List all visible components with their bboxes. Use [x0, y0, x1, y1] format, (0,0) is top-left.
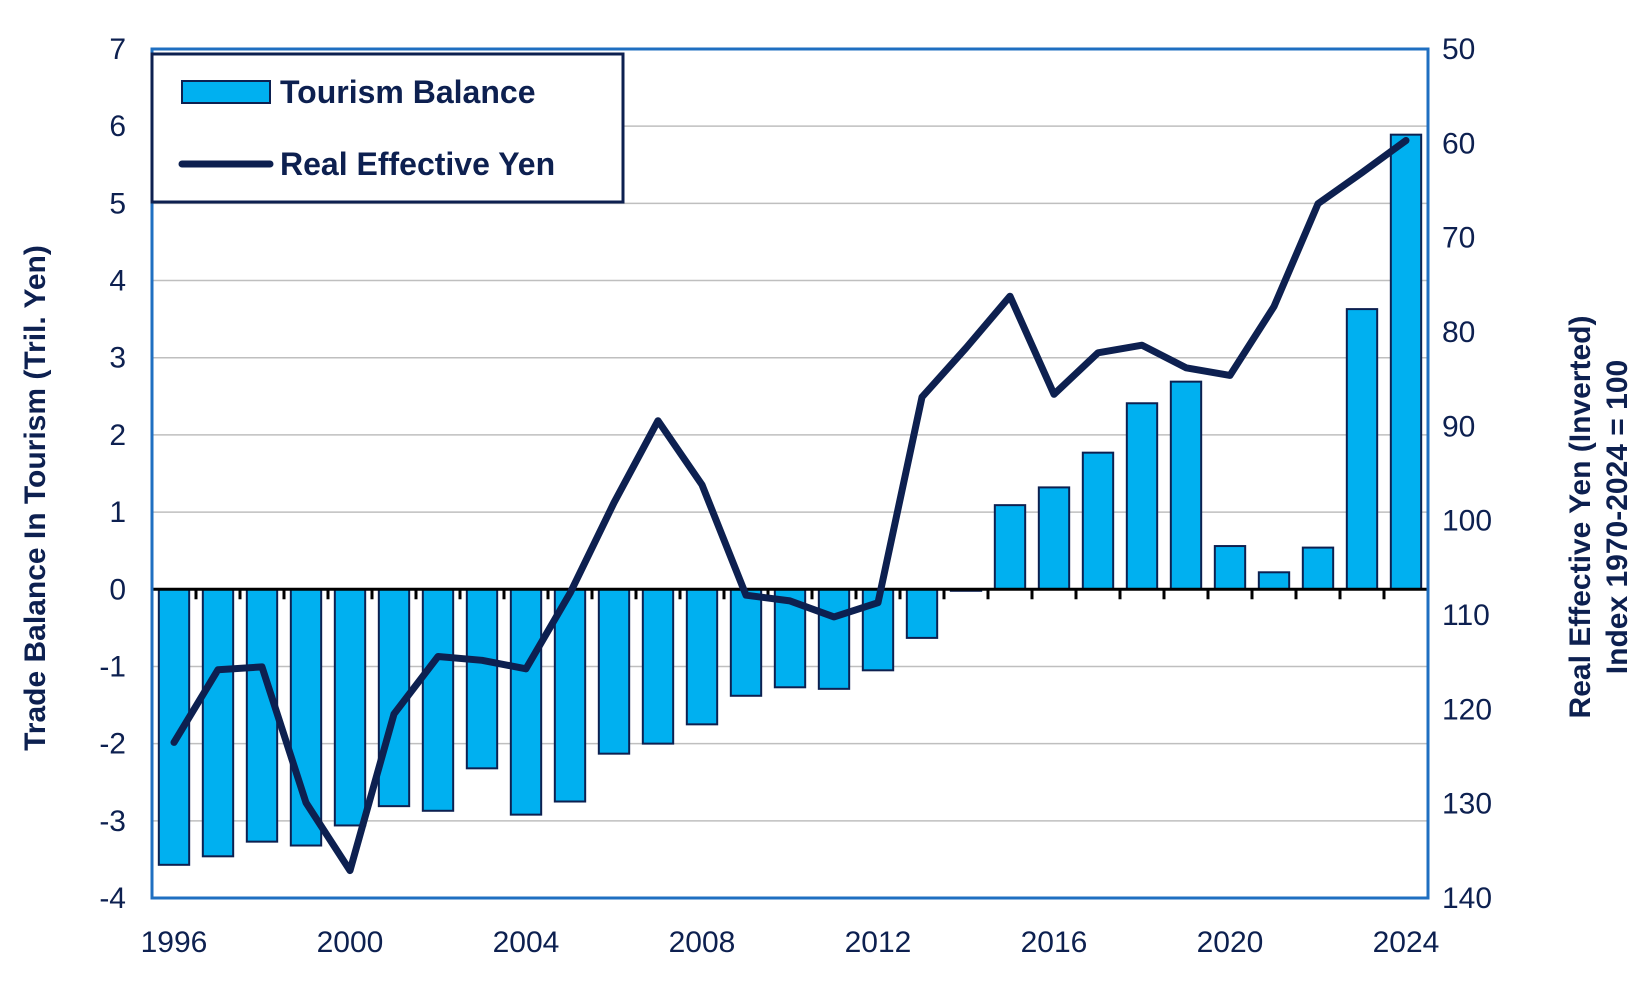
left-axis-tick-labels: 7 6 5 4 3 2 1 0 -1 -2 -3 -4	[99, 33, 126, 915]
bar-2022	[1301, 546, 1335, 591]
bar-2007	[641, 588, 675, 745]
right-tick-label: 120	[1442, 693, 1492, 726]
left-tick-label: 2	[109, 419, 126, 452]
left-tick-label: 7	[109, 33, 126, 66]
left-tick-label: 1	[109, 496, 126, 529]
x-tick-label: 2004	[493, 926, 560, 959]
right-axis-title-line2: Index 1970-2024 = 100	[1601, 360, 1634, 674]
legend-label-tourism-balance: Tourism Balance	[280, 74, 535, 110]
bar-2019	[1169, 380, 1203, 591]
bar-2013	[905, 588, 939, 639]
plot-frame	[150, 47, 1430, 900]
left-tick-label: -2	[99, 728, 126, 761]
bar-2023	[1345, 308, 1379, 591]
left-tick-label: 0	[109, 573, 126, 606]
bar-2011	[817, 588, 851, 690]
bar-2020	[1213, 545, 1247, 591]
bar-2009	[729, 588, 763, 697]
x-tick-label: 1996	[141, 926, 208, 959]
legend-box	[150, 52, 625, 204]
bar-2006	[597, 588, 631, 755]
bar-2000	[333, 588, 367, 827]
right-tick-label: 140	[1442, 882, 1492, 915]
bar-1997	[201, 588, 235, 858]
left-tick-label: 3	[109, 342, 126, 375]
right-tick-label: 80	[1442, 316, 1475, 349]
left-tick-label: 6	[109, 110, 126, 143]
line-series-real-effective-yen	[170, 137, 1410, 875]
x-tick-label: 2020	[1197, 926, 1264, 959]
bar-2018	[1125, 402, 1159, 591]
right-axis-title-line1: Real Effective Yen (Inverted)	[1564, 316, 1597, 719]
x-tick-label: 2024	[1373, 926, 1440, 959]
right-tick-label: 90	[1442, 410, 1475, 443]
bar-1998	[245, 588, 279, 843]
right-tick-label: 60	[1442, 127, 1475, 160]
bar-2004	[509, 588, 543, 816]
x-tick-label: 2012	[845, 926, 912, 959]
left-tick-label: -1	[99, 650, 126, 683]
bar-2002	[421, 588, 455, 812]
right-tick-label: 110	[1442, 599, 1490, 632]
bar-2015	[993, 504, 1027, 591]
left-axis-title: Trade Balance In Tourism (Tril. Yen)	[19, 245, 52, 751]
left-tick-label: 4	[109, 265, 126, 298]
x-axis-tick-labels: 1996 2000 2004 2008 2012 2016 2020 2024	[141, 926, 1440, 959]
bar-2008	[685, 588, 719, 726]
x-tick-label: 2008	[669, 926, 736, 959]
bar-2005	[553, 588, 587, 803]
bar-2016	[1037, 486, 1071, 591]
left-tick-label: -4	[99, 882, 126, 915]
x-tick-label: 2000	[317, 926, 384, 959]
legend-swatch-bar	[181, 80, 271, 104]
bar-2024	[1389, 133, 1423, 591]
x-tick-label: 2016	[1021, 926, 1088, 959]
bar-2017	[1081, 451, 1115, 591]
bar-2003	[465, 588, 499, 770]
bar-2021	[1257, 571, 1291, 591]
legend: Tourism Balance Real Effective Yen	[150, 52, 625, 204]
real-effective-yen-line	[170, 137, 1410, 875]
zero-axis	[150, 587, 1430, 600]
left-tick-label: -3	[99, 805, 126, 838]
right-tick-label: 70	[1442, 222, 1475, 255]
legend-label-real-effective-yen: Real Effective Yen	[280, 146, 555, 182]
left-tick-label: 5	[109, 187, 126, 220]
right-tick-label: 130	[1442, 788, 1492, 821]
bar-1999	[289, 588, 323, 847]
right-axis-tick-labels: 50 60 70 80 90 100 110 120 130 140	[1442, 33, 1492, 915]
right-tick-label: 100	[1442, 505, 1492, 538]
right-tick-label: 50	[1442, 33, 1475, 66]
bar-series-tourism-balance	[157, 133, 1423, 866]
